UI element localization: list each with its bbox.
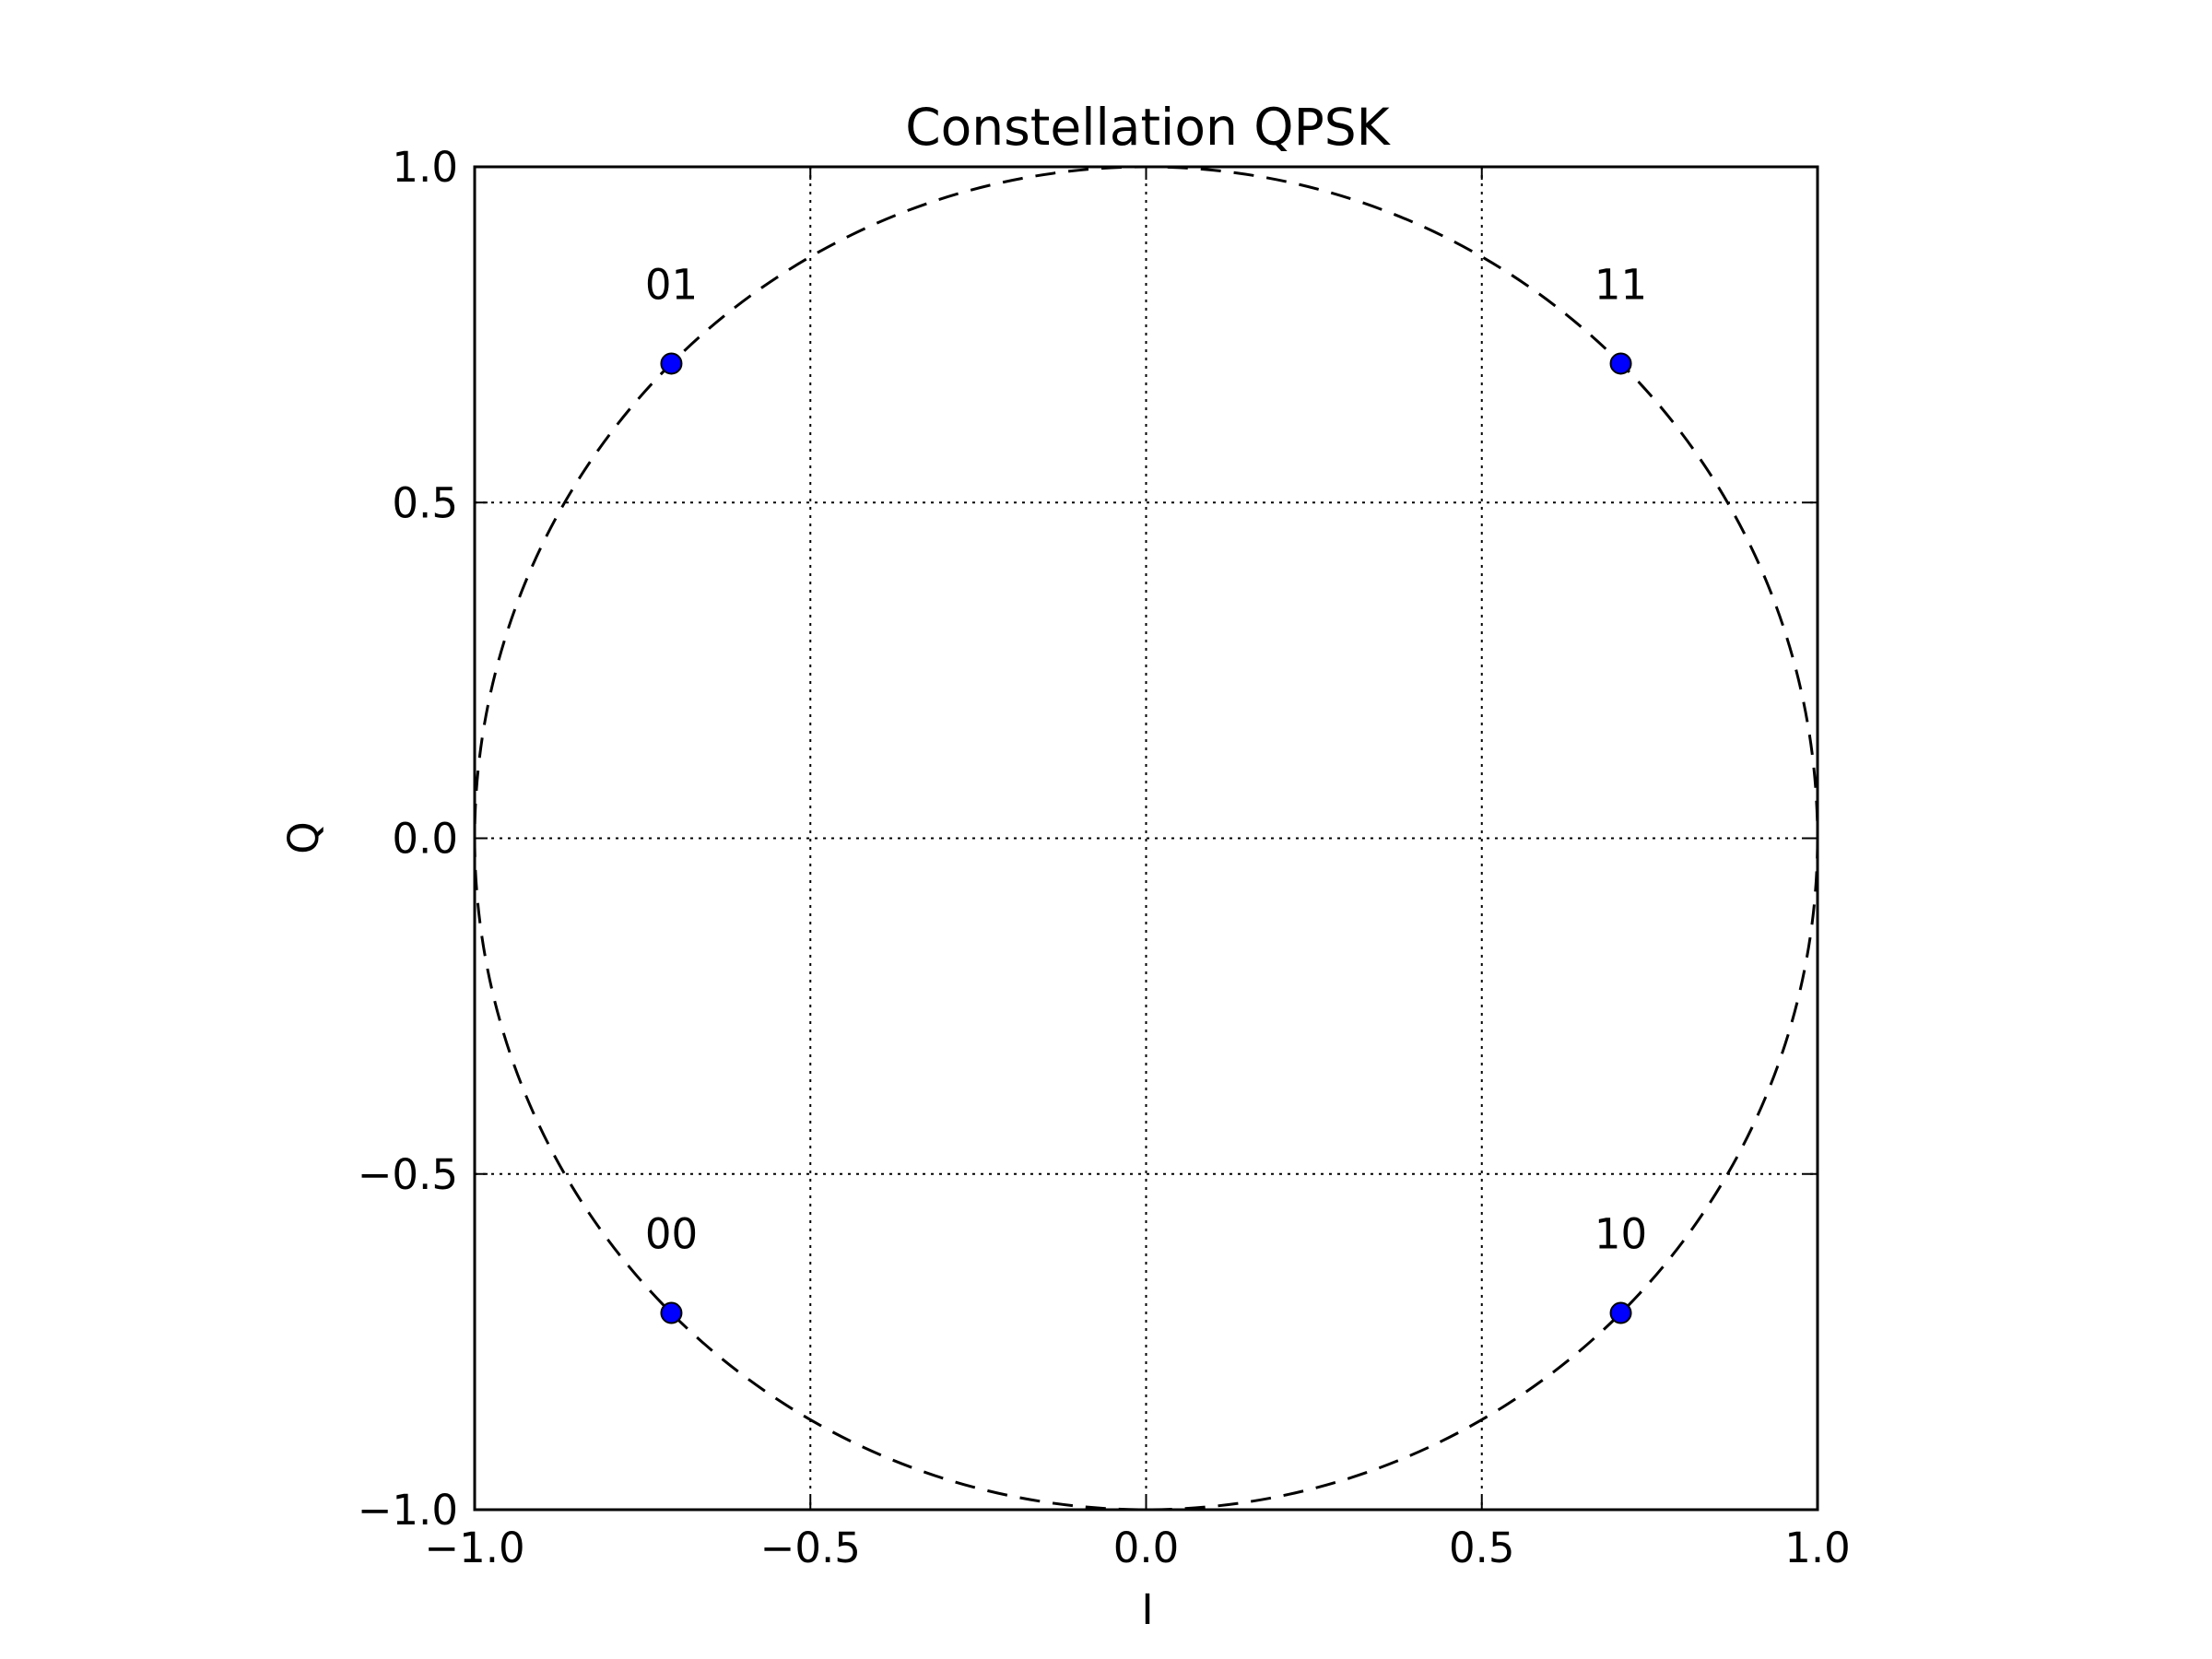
x-tick-label: −0.5 [760, 1524, 861, 1572]
constellation-point-01 [660, 352, 683, 375]
y-axis-label: Q [279, 821, 328, 853]
point-label-01: 01 [645, 260, 698, 309]
y-tick-label: 0.5 [392, 478, 458, 527]
constellation-points [660, 352, 1632, 1324]
axis-ticks [474, 166, 1818, 1511]
y-tick-label: −0.5 [358, 1150, 458, 1199]
x-tick-label: 0.5 [1449, 1524, 1515, 1572]
point-label-00: 00 [645, 1210, 698, 1259]
x-tick-label: 1.0 [1784, 1524, 1851, 1572]
x-tick-label: −1.0 [424, 1524, 524, 1572]
x-axis-label: I [1141, 1585, 1153, 1634]
y-tick-label: 1.0 [392, 143, 458, 192]
y-tick-label: 0.0 [392, 815, 458, 864]
point-label-11: 11 [1594, 260, 1647, 309]
constellation-point-10 [1609, 1301, 1632, 1324]
constellation-point-11 [1609, 352, 1632, 375]
y-tick-labels: −1.0 −0.5 0.0 0.5 1.0 [358, 143, 458, 1535]
point-labels: 01 11 00 10 [645, 260, 1647, 1258]
x-tick-label: 0.0 [1113, 1524, 1180, 1572]
point-label-10: 10 [1594, 1210, 1647, 1259]
constellation-point-00 [660, 1301, 683, 1324]
y-tick-label: −1.0 [358, 1486, 458, 1535]
chart-title: Constellation QPSK [905, 98, 1391, 157]
x-tick-labels: −1.0 −0.5 0.0 0.5 1.0 [424, 1524, 1850, 1572]
